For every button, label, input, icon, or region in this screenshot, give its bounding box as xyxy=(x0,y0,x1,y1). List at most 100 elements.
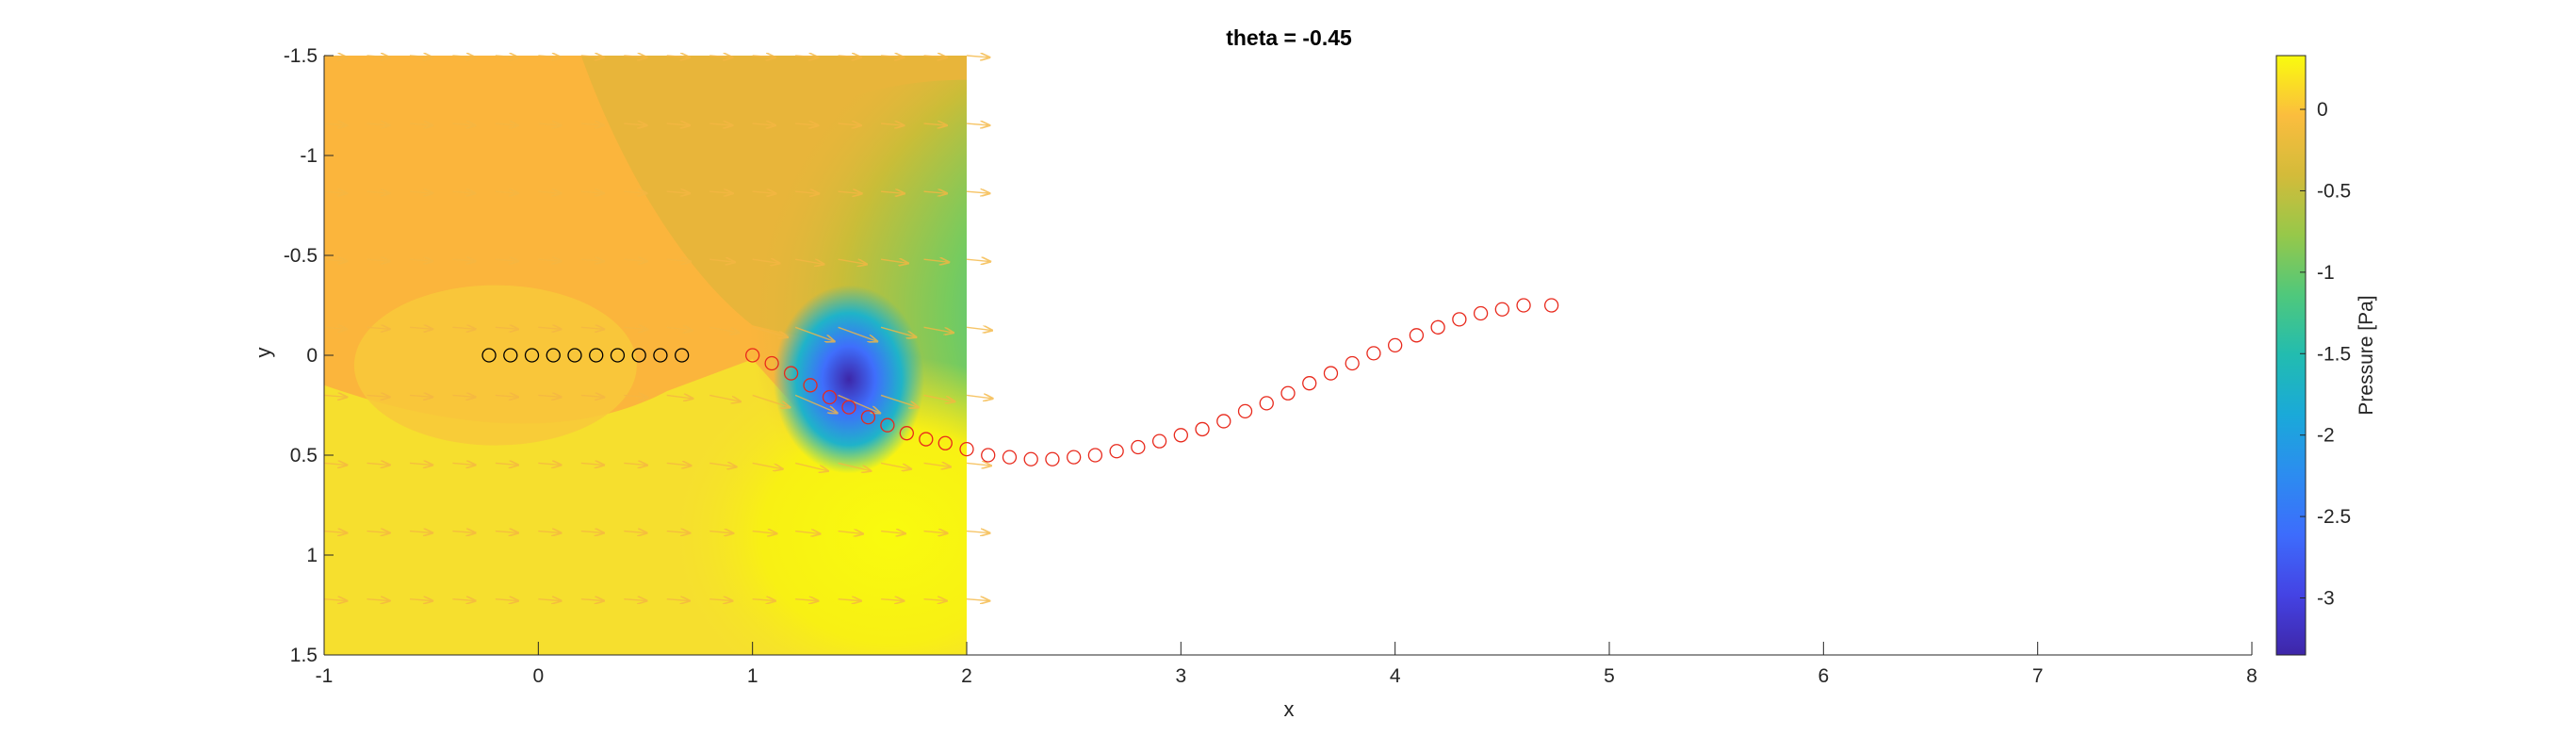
data-point xyxy=(610,348,626,363)
quiver-arrow xyxy=(452,599,475,601)
y-tick-label: 1 xyxy=(306,545,318,566)
quiver-arrow xyxy=(666,532,690,533)
quiver-arrow xyxy=(580,56,604,57)
quiver-arrow xyxy=(452,259,475,261)
data-point xyxy=(546,348,561,363)
data-point xyxy=(1452,312,1467,327)
data-point xyxy=(481,348,497,363)
data-point xyxy=(803,378,818,393)
quiver-arrow xyxy=(838,462,872,470)
data-point xyxy=(1280,385,1296,401)
colorbar-tick-label: -2.5 xyxy=(2317,506,2351,528)
quiver-arrow xyxy=(495,599,518,601)
data-point xyxy=(1237,403,1253,419)
quiver-arrow xyxy=(323,532,347,533)
data-point xyxy=(631,348,646,363)
x-tick-label: 2 xyxy=(961,665,972,687)
quiver-arrow xyxy=(580,599,604,601)
quiver-arrow xyxy=(709,463,736,466)
data-point xyxy=(1067,450,1082,465)
quiver-arrow xyxy=(367,327,389,329)
axes: -1 0 1 2 3 4 5 6 7 8 -1.5 -1 -0.5 0 0.5 1 1.5 xyxy=(284,45,2258,687)
quiver-arrow xyxy=(624,56,646,57)
colorbar-tick-label: -1 xyxy=(2317,262,2335,284)
data-point xyxy=(1366,346,1381,361)
quiver-arrow xyxy=(409,191,432,193)
y-axis-label: y xyxy=(252,348,275,358)
quiver-arrow xyxy=(923,599,947,601)
quiver-arrow xyxy=(409,327,432,329)
quiver-arrow xyxy=(881,191,905,193)
quiver-arrow xyxy=(752,259,779,263)
colorbar-tick-label: -1.5 xyxy=(2317,343,2351,365)
quiver-arrow xyxy=(409,532,432,533)
quiver-arrow xyxy=(838,326,877,341)
data-point xyxy=(1323,366,1339,381)
velocity-arrows xyxy=(323,56,992,601)
quiver-arrow xyxy=(624,327,647,329)
quiver-arrow xyxy=(880,326,916,336)
quiver-arrow xyxy=(323,259,347,261)
data-point xyxy=(899,426,914,441)
quiver-arrow xyxy=(409,599,432,601)
data-point xyxy=(1173,428,1188,443)
quiver-arrow xyxy=(409,395,432,397)
quiver-arrow xyxy=(538,191,561,193)
x-tick-label: 6 xyxy=(1818,665,1829,687)
quiver-arrow xyxy=(495,259,518,261)
quiver-arrow xyxy=(709,191,732,193)
quiver-arrow xyxy=(580,395,604,397)
quiver-arrow xyxy=(580,463,604,465)
quiver-arrow xyxy=(838,532,863,534)
quiver-arrow xyxy=(538,532,561,533)
field-contours xyxy=(324,56,967,655)
data-point xyxy=(937,435,953,450)
x-tick-label: 5 xyxy=(1604,665,1615,687)
quiver-arrow xyxy=(624,463,646,465)
data-point xyxy=(1345,355,1360,371)
quiver-arrow xyxy=(966,532,989,533)
quiver-arrow xyxy=(580,327,604,329)
quiver-arrow xyxy=(666,191,690,193)
quiver-arrow xyxy=(881,56,904,57)
quiver-arrow xyxy=(452,327,475,329)
quiver-arrow xyxy=(367,123,389,125)
quiver-arrow xyxy=(923,259,949,262)
quiver-arrow xyxy=(923,56,947,57)
quiver-arrow xyxy=(538,395,561,397)
quiver-arrow xyxy=(709,123,732,125)
data-point xyxy=(1388,337,1403,353)
colorbar-ticks: 0 -0.5 -1 -1.5 -2 -2.5 -3 xyxy=(2300,99,2351,610)
quiver-arrow xyxy=(709,394,741,401)
quiver-arrow xyxy=(538,599,561,601)
colorbar-tick-label: -0.5 xyxy=(2317,180,2351,202)
quiver-arrow xyxy=(923,463,951,466)
data-point xyxy=(841,400,856,415)
quiver-arrow xyxy=(495,56,518,57)
quiver-arrow xyxy=(624,599,646,601)
quiver-arrow xyxy=(752,394,790,407)
data-point xyxy=(1109,444,1124,459)
quiver-arrow xyxy=(580,532,604,533)
quiver-arrow xyxy=(666,463,692,466)
y-tick-label: -1 xyxy=(300,145,318,167)
data-point xyxy=(1494,302,1509,317)
quiver-arrow xyxy=(538,327,561,329)
quiver-arrow xyxy=(323,191,347,193)
colorbar-tick-label: -2 xyxy=(2317,425,2335,447)
quiver-arrow xyxy=(495,191,518,193)
quiver-arrow xyxy=(452,123,475,125)
quiver-arrow xyxy=(538,259,561,261)
quiver-arrow xyxy=(538,56,561,57)
colorbar-tick-label: 0 xyxy=(2317,99,2328,121)
colorbar-gradient xyxy=(2275,55,2307,656)
quiver-arrow xyxy=(838,191,862,193)
quiver-arrow xyxy=(966,327,992,330)
quiver-arrow xyxy=(752,191,776,193)
quiver-arrow xyxy=(795,599,818,601)
quiver-arrow xyxy=(838,258,867,264)
quiver-arrow xyxy=(452,395,475,397)
data-point xyxy=(1516,298,1531,313)
quiver-arrow xyxy=(452,532,475,533)
